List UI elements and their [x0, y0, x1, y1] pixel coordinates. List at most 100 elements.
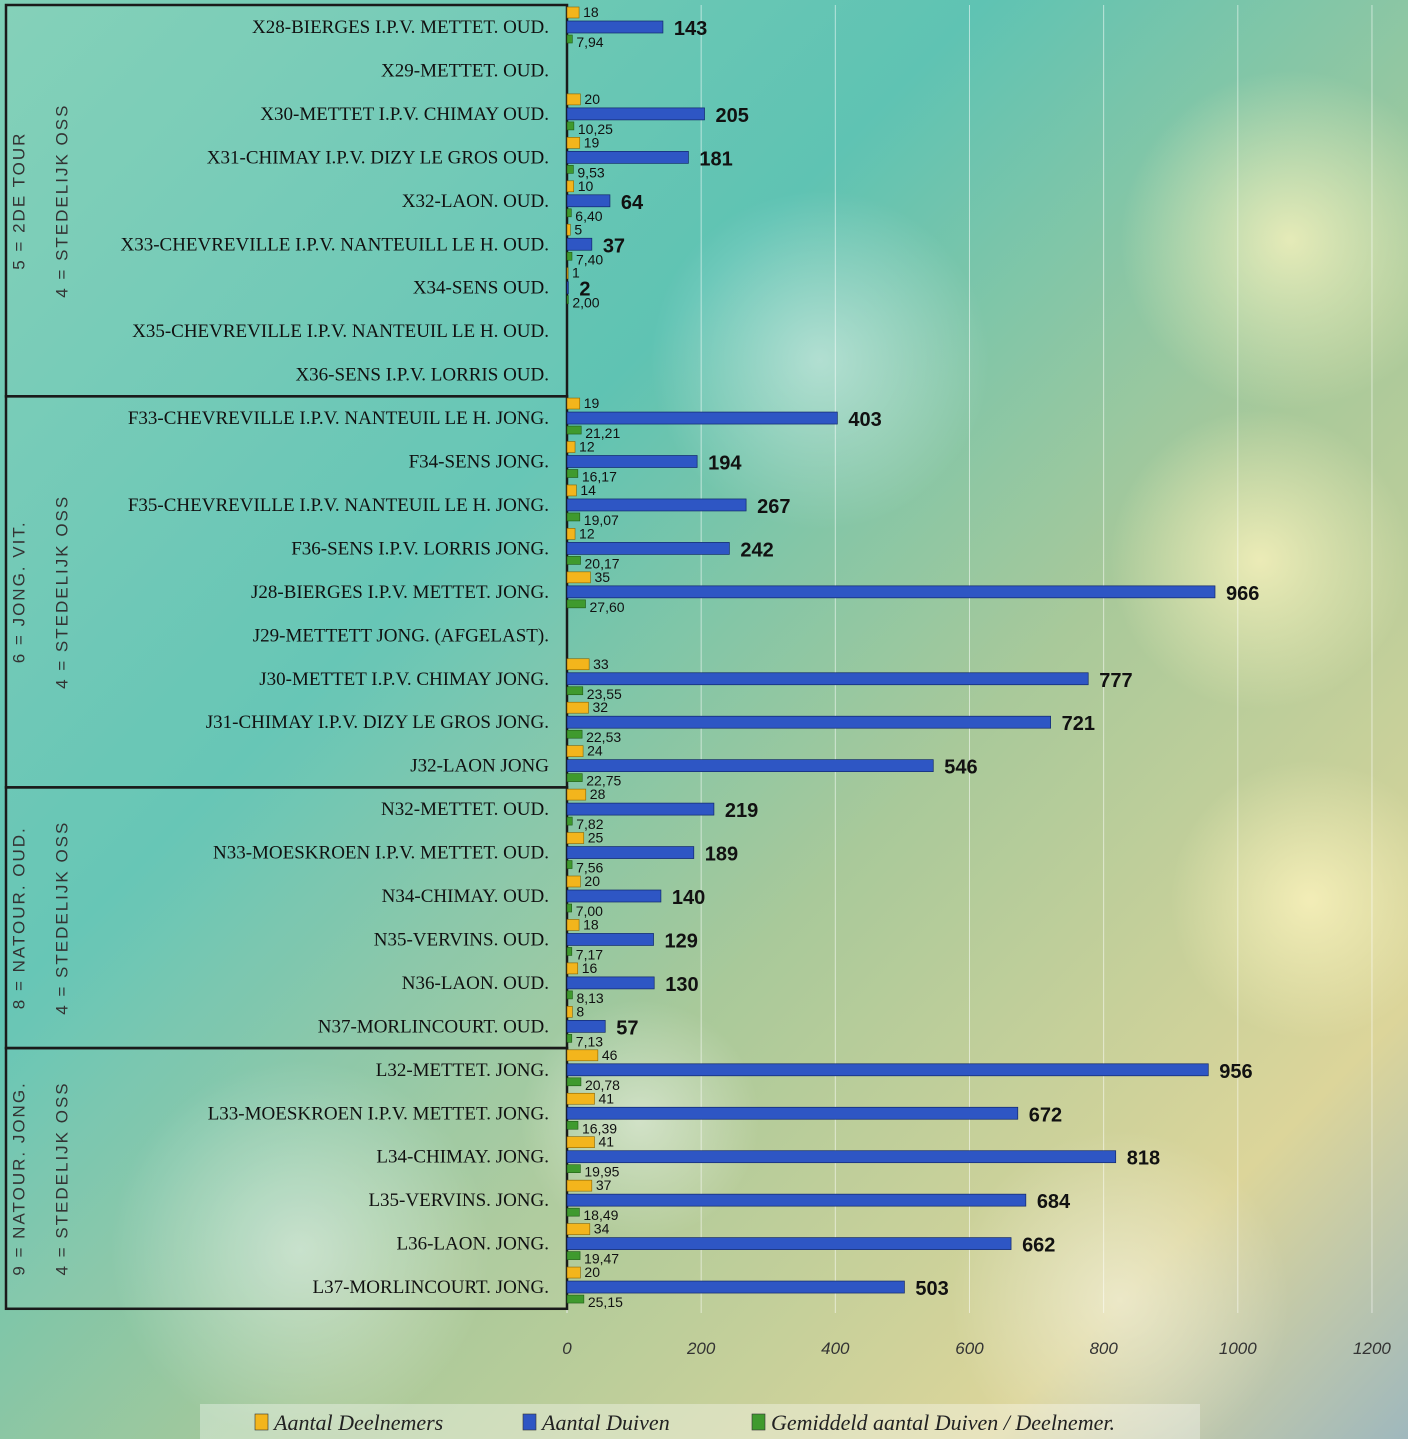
- bar-duiven: [566, 107, 705, 121]
- category-label: X35-CHEVREVILLE I.P.V. NANTEUIL LE H. OU…: [132, 321, 549, 342]
- data-label-gemiddeld: 23,55: [587, 686, 622, 702]
- legend-label: Aantal Duiven: [540, 1410, 670, 1435]
- bar-gemiddeld: [566, 208, 572, 218]
- category-label: N34-CHIMAY. OUD.: [382, 886, 549, 907]
- data-label-duiven: 57: [616, 1017, 638, 1039]
- data-label-duiven: 130: [665, 974, 698, 996]
- bar-gemiddeld: [566, 1034, 573, 1043]
- category-label: F34-SENS JONG.: [409, 452, 549, 473]
- data-label-gemiddeld: 27,60: [590, 599, 625, 615]
- category-label: F35-CHEVREVILLE I.P.V. NANTEUIL LE H. JO…: [128, 495, 549, 516]
- x-tick-label: 1200: [1353, 1339, 1391, 1358]
- bar-gemiddeld: [566, 599, 586, 609]
- bar-duiven: [566, 976, 655, 990]
- bar-deelnemers: [566, 1179, 593, 1192]
- group-label-outer: 6 = JONG. VIT.: [9, 520, 28, 663]
- bar-row: 19 181 9,53: [566, 134, 733, 180]
- data-label-deelnemers: 5: [574, 221, 582, 237]
- group-label-inner: 4 = STEDELIJK OSS: [52, 495, 71, 689]
- bar-deelnemers: [566, 962, 579, 975]
- data-label-duiven: 140: [672, 887, 705, 909]
- bars: 181437,942020510,25191819,5310646,405377…: [566, 4, 1259, 1310]
- bar-gemiddeld: [566, 1251, 581, 1260]
- group-label-outer: 8 = NATOUR. OUD.: [9, 826, 28, 1009]
- data-label-deelnemers: 1: [572, 265, 580, 281]
- x-axis: 0 200 400 600 800 1000 1200: [562, 1339, 1391, 1358]
- bar-deelnemers: [566, 267, 569, 280]
- data-label-deelnemers: 41: [599, 1134, 615, 1150]
- bar-gemiddeld: [566, 816, 573, 826]
- bar-duiven: [566, 802, 715, 816]
- bar-duiven: [566, 281, 569, 295]
- bar-deelnemers: [566, 745, 584, 757]
- category-label: J31-CHIMAY I.P.V. DIZY LE GROS JONG.: [206, 712, 549, 733]
- bar-duiven: [566, 933, 654, 946]
- data-label-duiven: 242: [740, 539, 773, 561]
- x-tick-label: 400: [821, 1339, 850, 1358]
- data-label-deelnemers: 8: [576, 1003, 584, 1019]
- bar-duiven: [566, 1019, 606, 1033]
- bar-row: 5 377,40: [566, 221, 625, 267]
- data-label-deelnemers: 46: [602, 1047, 618, 1063]
- data-label-duiven: 503: [915, 1278, 948, 1300]
- group-label-outer: 5 = 2DE TOUR: [9, 132, 28, 270]
- category-label: F33-CHEVREVILLE I.P.V. NANTEUIL LE H. JO…: [128, 408, 549, 429]
- data-label-duiven: 956: [1219, 1061, 1252, 1083]
- bar-duiven: [566, 1063, 1209, 1077]
- category-label: X36-SENS I.P.V. LORRIS OUD.: [295, 365, 549, 386]
- bar-deelnemers: [566, 6, 580, 19]
- category-label: F36-SENS I.P.V. LORRIS JONG.: [291, 538, 549, 559]
- x-tick-label: 0: [562, 1339, 572, 1358]
- data-label-gemiddeld: 25,15: [588, 1294, 623, 1310]
- bar-duiven: [566, 151, 689, 164]
- data-label-deelnemers: 12: [579, 525, 595, 541]
- bar-deelnemers: [566, 93, 581, 106]
- bar-gemiddeld: [566, 1207, 580, 1217]
- bar-gemiddeld: [566, 773, 583, 782]
- bar-row: 18 129 7,17: [566, 916, 698, 962]
- bar-duiven: [566, 1280, 905, 1294]
- bar-gemiddeld: [566, 860, 573, 869]
- category-label: L37-MORLINCOURT. JONG.: [312, 1277, 549, 1298]
- data-label-gemiddeld: 2,00: [572, 295, 599, 311]
- data-label-deelnemers: 32: [592, 699, 608, 715]
- bar-deelnemers: [566, 1266, 581, 1279]
- bar-row: 24 546 22,75: [566, 743, 978, 789]
- bar-gemiddeld: [566, 469, 579, 478]
- data-label-deelnemers: 37: [596, 1177, 612, 1193]
- x-tick-label: 600: [955, 1339, 984, 1358]
- data-label-duiven: 777: [1099, 670, 1132, 692]
- bar-gemiddeld: [566, 990, 573, 1000]
- category-label: X33-CHEVREVILLE I.P.V. NANTEUILL LE H. O…: [120, 234, 549, 255]
- bar-gemiddeld: [566, 903, 572, 913]
- category-label: L33-MOESKROEN I.P.V. METTET. JONG.: [208, 1103, 549, 1124]
- bar-duiven: [566, 237, 593, 251]
- data-label-deelnemers: 14: [580, 482, 596, 498]
- category-label: L36-LAON. JONG.: [396, 1234, 549, 1255]
- category-label: N33-MOESKROEN I.P.V. METTET. OUD.: [213, 843, 549, 864]
- bar-deelnemers: [566, 441, 576, 453]
- data-label-duiven: 189: [705, 844, 738, 866]
- data-label-gemiddeld: 7,00: [576, 903, 603, 919]
- data-label-deelnemers: 18: [583, 4, 599, 20]
- bar-duiven: [566, 759, 934, 773]
- bar-duiven: [566, 1106, 1019, 1120]
- data-label-gemiddeld: 6,40: [575, 208, 602, 224]
- bar-deelnemers: [566, 1136, 595, 1148]
- data-label-gemiddeld: 20,78: [585, 1077, 620, 1093]
- data-label-deelnemers: 25: [588, 830, 604, 846]
- bar-row: 12 194 16,17: [566, 439, 742, 485]
- x-tick-label: 200: [686, 1339, 716, 1358]
- data-label-duiven: 267: [757, 496, 790, 518]
- data-label-deelnemers: 20: [584, 873, 600, 889]
- bar-row: 16 130 8,13: [566, 960, 699, 1006]
- category-labels: X28-BIERGES I.P.V. METTET. OUD. X29-METTE…: [120, 17, 549, 1298]
- data-label-gemiddeld: 7,82: [576, 816, 603, 832]
- legend-swatch: [751, 1413, 766, 1431]
- category-label: N36-LAON. OUD.: [402, 973, 549, 994]
- data-label-gemiddeld: 22,75: [586, 773, 621, 789]
- legend-box: [200, 1404, 1200, 1439]
- data-label-gemiddeld: 20,17: [585, 555, 620, 571]
